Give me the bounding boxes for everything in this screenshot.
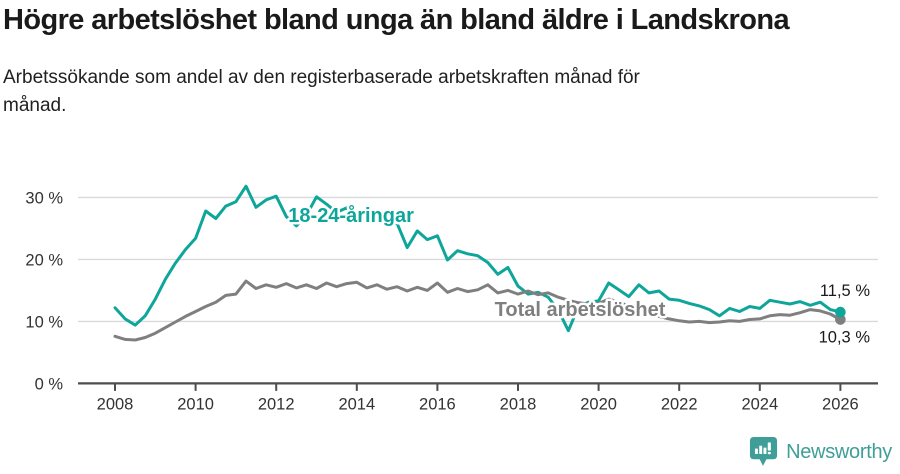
x-tick-label: 2020 <box>580 395 617 413</box>
end-dot-18-24-aringar <box>835 306 846 318</box>
x-tick-label: 2014 <box>338 395 375 413</box>
y-tick-label: 0 % <box>35 375 64 393</box>
series-label-18-24-aringar: 18-24-åringar <box>288 204 414 227</box>
x-tick-label: 2012 <box>258 395 295 413</box>
newsworthy-logo-icon <box>750 436 778 466</box>
series-line-total-arbetsloshet <box>113 279 842 342</box>
end-value-label-total-arbetsloshet: 10,3 % <box>819 329 871 347</box>
x-tick-label: 2016 <box>419 395 456 413</box>
series-line-18-24-aringar <box>113 184 842 333</box>
chart-title: Högre arbetslöshet bland unga än bland ä… <box>3 4 790 36</box>
x-tick-label: 2008 <box>97 395 134 413</box>
x-tick-label: 2022 <box>661 395 698 413</box>
line-chart: 18-24-åringar Total arbetslöshet 2008 2010 2… <box>25 184 878 413</box>
y-tick-label: 20 % <box>25 251 63 269</box>
y-tick-label: 10 % <box>25 313 63 331</box>
series-label-total-arbetsloshet: Total arbetslöshet <box>495 299 666 321</box>
footer-branding: Newsworthy <box>748 434 892 470</box>
brand-name: Newsworthy <box>786 440 892 463</box>
x-tick-label: 2010 <box>177 395 214 413</box>
x-tick-label: 2026 <box>822 395 859 413</box>
chart-subtitle: Arbetssökande som andel av den registerb… <box>3 67 640 116</box>
x-tick-label: 2018 <box>500 395 537 413</box>
x-tick-label: 2024 <box>741 395 778 413</box>
end-dot-total-arbetsloshet <box>835 314 846 325</box>
end-value-label-18-24-aringar: 11,5 % <box>820 282 870 300</box>
y-tick-label: 30 % <box>25 189 63 207</box>
